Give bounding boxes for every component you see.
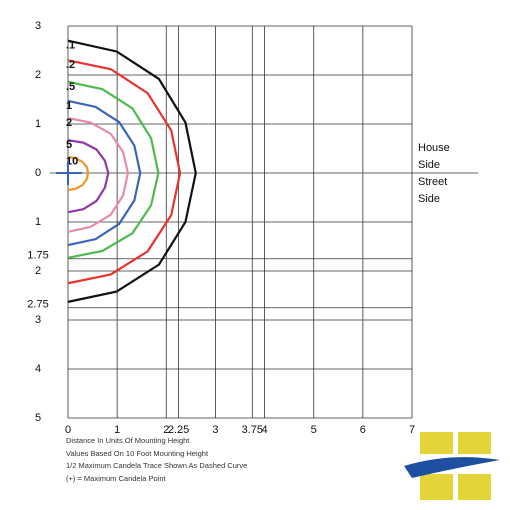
contour-label: 2 [66, 117, 72, 129]
contour [67, 117, 130, 233]
y-tick-label: 1.75 [27, 250, 48, 262]
note: Distance In Units Of Mounting Height [66, 436, 190, 445]
side-label: Street Side [418, 176, 448, 205]
contour [67, 99, 142, 247]
contour-label: .2 [66, 59, 75, 71]
logo [404, 432, 500, 500]
contour [67, 80, 160, 259]
contour [67, 59, 182, 285]
y-tick-label: 1 [35, 118, 41, 130]
y-tick-label: 2 [35, 69, 41, 81]
x-tick-label: 3 [212, 424, 218, 436]
note: Values Based On 10 Foot Mounting Height [66, 448, 209, 458]
logo-block [420, 474, 453, 500]
x-tick-label: 2 [163, 424, 169, 436]
logo-swoosh [404, 457, 500, 478]
max-candela-point [56, 161, 82, 185]
x-tick-label: 3.75 [242, 424, 263, 436]
notes: Distance In Units Of Mounting Height Val… [66, 435, 247, 485]
logo-block [458, 432, 491, 454]
contour [67, 155, 90, 192]
x-tick-label: 4 [262, 424, 268, 436]
side-label: House Side [418, 142, 450, 171]
x-tick-label: 6 [360, 424, 366, 436]
contour [67, 139, 110, 214]
x-tick-label: 0 [65, 424, 71, 436]
x-tick-label: 2.25 [168, 424, 189, 436]
contour-label: 10 [66, 156, 78, 168]
y-tick-label: 1 [35, 216, 41, 228]
y-tick-label: 2.75 [27, 299, 48, 311]
y-tick-label: 5 [35, 412, 41, 424]
logo-block [458, 474, 491, 500]
contour-label: 5 [66, 139, 72, 151]
y-tick-label: 2 [35, 265, 41, 277]
x-tick-label: 7 [409, 424, 415, 436]
contour [67, 39, 197, 303]
x-tick-label: 5 [311, 424, 317, 436]
note: 1/2 Maximum Candela Trace Shown As Dashe… [66, 461, 248, 470]
contour-label: 1 [66, 100, 72, 112]
x-tick-label: 1 [114, 424, 120, 436]
y-tick-label: 0 [35, 167, 41, 179]
note: (+) = Maximum Candela Point [66, 473, 166, 483]
curves: .1 .2 .5 1 2 5 10 [66, 39, 197, 303]
y-tick-label: 3 [35, 314, 41, 326]
y-tick-label: 3 [35, 20, 41, 32]
y-tick-label: 4 [35, 363, 41, 375]
contour-label: .5 [66, 81, 75, 93]
contour-label: .1 [66, 40, 75, 52]
logo-block [420, 432, 453, 454]
